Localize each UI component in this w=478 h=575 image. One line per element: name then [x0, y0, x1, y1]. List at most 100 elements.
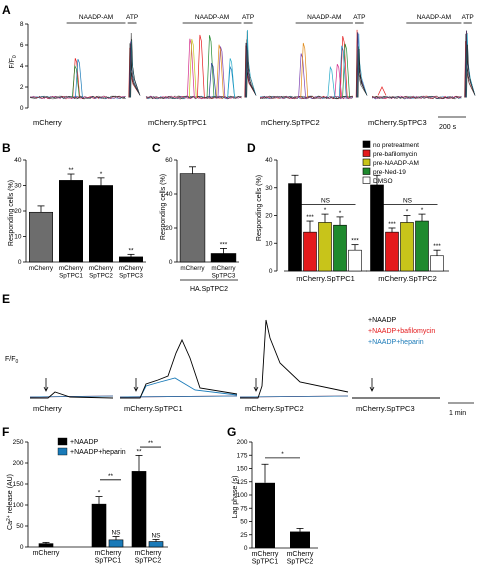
- response-spike: [208, 62, 217, 98]
- panel-b-ytick-label: 0: [18, 259, 22, 266]
- control-trace: [29, 395, 114, 398]
- panel-f-bar: [108, 539, 124, 548]
- panel-f-ytick-label: 100: [13, 502, 24, 509]
- panel-g-ytick-label: 125: [237, 479, 248, 486]
- panel-b-xtick-label: mCherry: [89, 265, 114, 272]
- atp-response-trace: [357, 48, 368, 98]
- panel-b-ytick-label: 20: [14, 208, 22, 215]
- panel-d-bar: [400, 222, 414, 272]
- panel-e-cond-3: mCherry.SpTPC2: [245, 404, 304, 413]
- panel-e-legend-2: +NAADP+bafilomycin: [368, 328, 435, 335]
- atp-response-trace: [130, 40, 141, 98]
- panel-b-ylabel: Responding cells (%): [8, 180, 15, 246]
- panel-f-ytick-label: 200: [13, 460, 24, 467]
- panel-f-sig: NS: [111, 530, 121, 537]
- panel-c-ytick-label: 40: [165, 191, 173, 198]
- panel-b-sig: *: [100, 171, 103, 178]
- panel-f-bar: [91, 503, 107, 548]
- panel-c-bracket-label: HA.SpTPC2: [190, 286, 228, 293]
- panel-f-xtick-label: mCherry: [135, 550, 162, 557]
- panel-a-ytick-label: 0: [20, 105, 24, 112]
- panel-b-bar: [58, 180, 83, 263]
- naadp-am-label: NAADP-AM: [307, 14, 341, 21]
- panel-a-cond-3: mCherry.SpTPC2: [261, 118, 320, 127]
- panel-d-sig: ***: [306, 214, 314, 221]
- naadp-trace: [30, 391, 114, 399]
- panel-c-ytick-label: 0: [169, 259, 173, 266]
- panel-b-letter: B: [2, 141, 11, 155]
- legend-label: DMSO: [373, 178, 393, 185]
- panel-g-xtick-label: mCherry: [252, 551, 279, 558]
- response-spike: [334, 63, 343, 98]
- panel-a-cond-1: mCherry: [33, 118, 62, 127]
- naadp-am-label: NAADP-AM: [195, 14, 229, 21]
- response-spike: [216, 44, 224, 98]
- legend-swatch: [362, 149, 371, 157]
- stimulus-arrow: [369, 378, 375, 392]
- panel-d-bar: [303, 231, 317, 272]
- legend-label: +NAADP+heparin: [70, 449, 126, 456]
- panel-c: C Responding cells (%) 60 40 20 0 mCherry ***…: [152, 141, 239, 293]
- panel-b-sig: **: [68, 167, 74, 174]
- panel-f-ytick-label: 0: [20, 544, 24, 551]
- atp-response-trace: [246, 50, 257, 98]
- panel-d-sig: ***: [388, 221, 396, 228]
- legend-swatch: [57, 437, 68, 446]
- panel-f-chart: 250200150100500mCherry*NSmCherrySpTPC1**…: [13, 437, 168, 565]
- panel-g-letter: G: [227, 425, 236, 439]
- baseline-trace: [371, 95, 462, 100]
- panel-a-scale-label: 200 s: [439, 124, 457, 131]
- panel-d-bar: [430, 255, 444, 272]
- panel-d-sig: *: [406, 209, 409, 216]
- panel-g-ytick-label: 50: [240, 519, 248, 526]
- panel-g-ytick-label: 100: [237, 492, 248, 499]
- panel-b-xtick-label: SpTPC1: [59, 273, 83, 280]
- response-spike: [327, 65, 336, 98]
- legend-swatch: [362, 176, 371, 184]
- response-spike: [339, 35, 348, 98]
- naadp-am-label: NAADP-AM: [417, 14, 451, 21]
- panel-e-cond-4: mCherry.SpTPC3: [356, 404, 415, 413]
- response-spike: [338, 45, 347, 98]
- panel-d-bar: [370, 184, 384, 272]
- panel-c-ylabel: Responding cells (%): [160, 174, 167, 240]
- panel-b-chart: 403020100mCherry**mCherrySpTPC1*mCherryS…: [14, 157, 146, 280]
- response-spike: [72, 64, 80, 98]
- panel-f-bar: [38, 543, 54, 548]
- panel-f-bar: [131, 471, 147, 548]
- atp-label: ATP: [242, 14, 254, 21]
- naadp-trace: [120, 338, 238, 399]
- panel-g-bar: [255, 482, 275, 548]
- panel-f-sig: NS: [151, 532, 161, 539]
- panel-f-ytick-label: 250: [13, 439, 24, 446]
- baseline-trace: [29, 95, 126, 100]
- panel-e-traces: [29, 319, 440, 399]
- panel-b-xtick-label: SpTPC3: [119, 273, 143, 280]
- panel-c-xtick-label: SpTPC3: [212, 273, 236, 280]
- panel-g-ytick-label: 25: [240, 532, 248, 539]
- baseline-trace: [145, 95, 242, 100]
- panel-b-bar: [28, 211, 53, 263]
- atp-response-trace: [130, 39, 141, 98]
- legend-swatch: [362, 158, 371, 166]
- panel-e-legend-3: +NAADP+heparin: [368, 339, 424, 346]
- panel-b-ytick-label: 10: [14, 234, 22, 241]
- legend-swatch: [362, 140, 371, 148]
- panel-d-letter: D: [247, 141, 256, 155]
- panel-g-ytick-label: 75: [240, 505, 248, 512]
- panel-f-sig: *: [98, 490, 101, 497]
- legend-label: pre-NAADP-AM: [373, 160, 419, 167]
- response-spike: [206, 35, 215, 98]
- panel-d-bar: [415, 220, 429, 272]
- panel-e-letter: E: [2, 292, 10, 306]
- legend-swatch: [57, 447, 68, 456]
- panel-d-sig: ***: [351, 238, 359, 245]
- panel-f-letter: F: [2, 425, 9, 439]
- panel-b-xtick-label: mCherry: [119, 265, 144, 272]
- panel-d-bar: [333, 224, 347, 272]
- panel-d-group-label: mCherry.SpTPC1: [296, 274, 355, 283]
